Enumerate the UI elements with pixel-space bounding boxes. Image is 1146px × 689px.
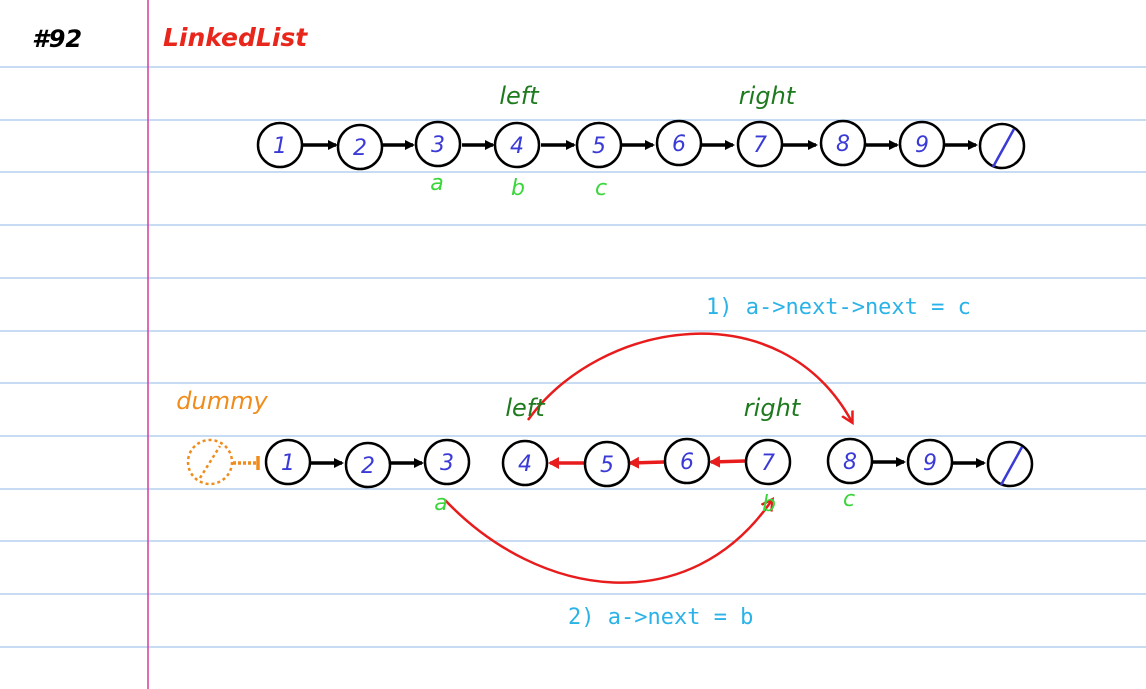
node-value: 9: [923, 451, 937, 476]
page-title: LinkedList: [163, 23, 308, 52]
list-node: 8: [819, 119, 867, 167]
pointer-label-c: c: [595, 176, 607, 201]
list-node: 7: [736, 120, 784, 168]
node-value: 1: [281, 451, 295, 476]
list-node: 9: [906, 438, 954, 486]
step-1-curve-arrow: [526, 332, 852, 422]
dummy-node: [186, 438, 234, 486]
list-node: 2: [344, 441, 392, 489]
pointer-label-b: b: [762, 492, 776, 517]
node-value: 4: [518, 452, 532, 477]
list-node: 3: [414, 120, 462, 168]
null-slash-icon: [999, 446, 1024, 486]
node-value: 7: [761, 451, 775, 476]
step-2-label: 2) a->next = b: [568, 605, 753, 630]
dummy-label: dummy: [176, 387, 268, 415]
list-node: 5: [575, 121, 623, 169]
page-number: #92: [32, 25, 82, 53]
node-value: 7: [753, 133, 767, 158]
list-node: 6: [663, 437, 711, 485]
left-label: left: [499, 82, 540, 110]
reversed-arrow: [709, 455, 746, 468]
list-node: 3: [423, 438, 471, 486]
list-node: 4: [501, 439, 549, 487]
pointer-label-c: c: [843, 487, 855, 512]
pointer-label-b: b: [511, 176, 525, 201]
list-node: 6: [655, 119, 703, 167]
list-node: 5: [583, 440, 631, 488]
list-node: 1: [256, 121, 304, 169]
node-value: 5: [592, 134, 606, 159]
left-label: left: [505, 394, 546, 422]
node-value: 2: [361, 454, 375, 479]
node-value: 3: [440, 451, 454, 476]
null-slash-icon: [198, 445, 222, 479]
list-2: 1) a->next->next = c 2) a->next = b dumm…: [176, 295, 1034, 630]
list-node: 1: [264, 438, 312, 486]
node-value: 8: [836, 132, 850, 157]
list-node: 9: [898, 120, 946, 168]
null-slash-icon: [991, 128, 1016, 168]
node-value: 4: [510, 134, 524, 159]
node-value: 8: [843, 450, 857, 475]
step-2-curve-arrow: [444, 500, 772, 584]
node-value: 9: [915, 133, 929, 158]
node-value: 3: [431, 133, 445, 158]
right-label: right: [739, 82, 797, 110]
node-value: 6: [680, 450, 694, 475]
right-label: right: [744, 394, 802, 422]
node-value: 6: [672, 132, 686, 157]
node-value: 1: [273, 134, 287, 159]
list-1: 1 2 3 4 5 6 7 8: [256, 82, 1026, 201]
step-1-label: 1) a->next->next = c: [706, 295, 971, 320]
null-node: [978, 122, 1026, 170]
pointer-label-a: a: [430, 171, 443, 196]
null-node: [986, 440, 1034, 488]
list-node: 2: [336, 123, 384, 171]
pointer-label-a: a: [434, 491, 447, 516]
node-value: 2: [353, 136, 367, 161]
list-node: 8: [826, 437, 874, 485]
list-node: 4: [493, 121, 541, 169]
node-value: 5: [600, 453, 614, 478]
list-node: 7: [744, 438, 792, 486]
reversed-arrow: [628, 456, 665, 469]
